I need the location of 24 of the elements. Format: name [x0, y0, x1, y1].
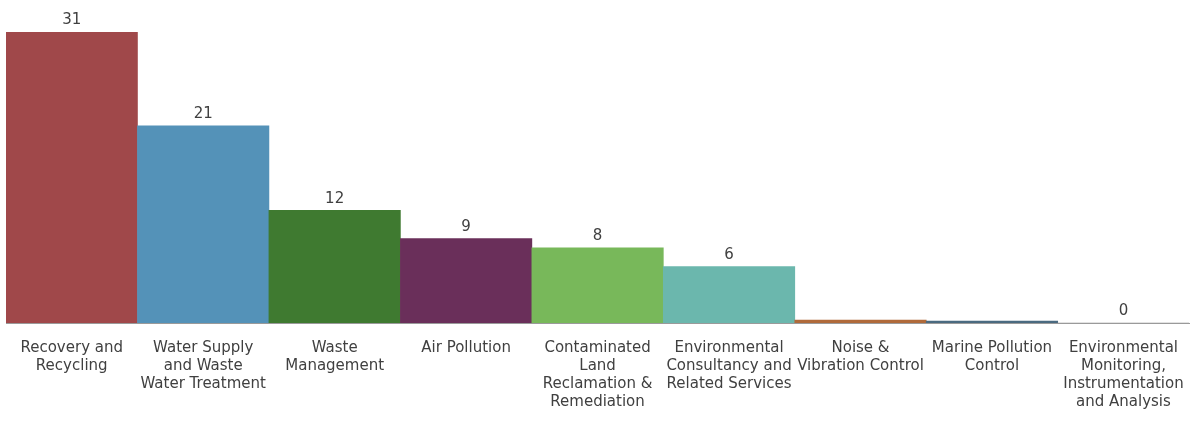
- bar: [925, 320, 1059, 323]
- bar: [794, 319, 927, 323]
- bar: [531, 247, 664, 323]
- x-tick-label: Recovery and Recycling: [20, 337, 124, 374]
- bar: [268, 210, 401, 323]
- x-tick-label: Air Pollution: [421, 337, 511, 356]
- bar: [6, 32, 138, 323]
- data-label: 12: [325, 188, 345, 207]
- data-label: 9: [461, 216, 471, 235]
- x-tick-label: Marine Pollution Control: [931, 337, 1053, 374]
- bar: [137, 125, 270, 323]
- x-tick-label: Environmental Monitoring, Instrumentation and Analysis: [1063, 337, 1184, 410]
- x-tick-label: Contaminated Land Reclamation & Remediation: [542, 337, 653, 410]
- data-label: 6: [724, 245, 734, 264]
- bar: [400, 238, 533, 323]
- x-tick-label: Environmental Consultancy and Related Services: [666, 337, 792, 392]
- x-tick-label: Noise & Vibration Control: [797, 337, 924, 374]
- x-tick-label: Waste Management: [285, 337, 385, 374]
- data-label: 0: [1118, 301, 1129, 320]
- data-label: 8: [592, 226, 603, 245]
- data-label: 31: [62, 10, 82, 29]
- x-tick-label: Water Supply and Waste Water Treatment: [140, 337, 267, 392]
- data-label: 21: [193, 104, 213, 123]
- bar: [662, 266, 796, 323]
